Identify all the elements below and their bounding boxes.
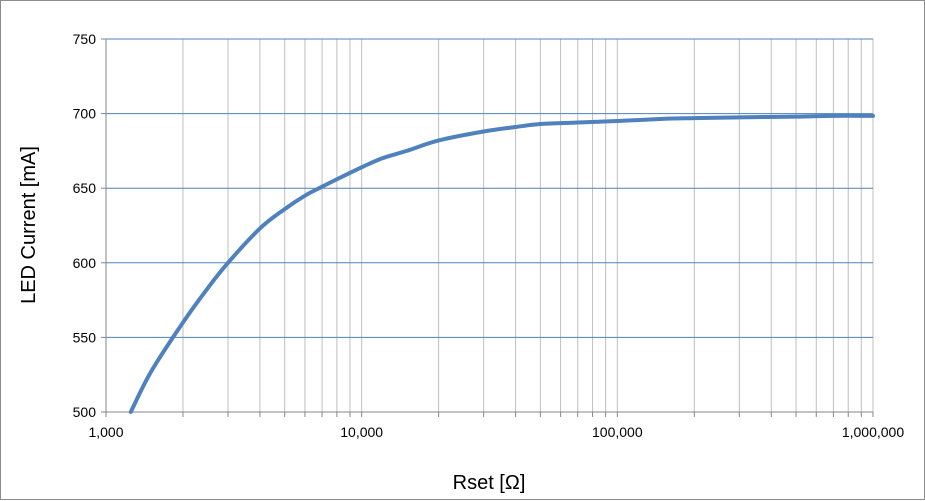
x-tick-label: 100,000: [592, 424, 643, 440]
label-layer: 500 550 600 650 700 750 1,000 10,000 100,000 1,00…: [73, 31, 905, 440]
axis-layer: [101, 38, 874, 417]
series-line-0: [128, 113, 875, 414]
y-tick-label: 550: [73, 329, 97, 345]
x-tick-label: 1,000,000: [842, 424, 904, 440]
y-axis-title: LED Current [mA]: [18, 146, 40, 304]
series-layer: [128, 113, 875, 414]
x-tick-label: 1,000: [88, 424, 123, 440]
x-axis-title: Rset [Ω]: [453, 472, 526, 494]
x-tick-label: 10,000: [340, 424, 383, 440]
grid-layer: [105, 38, 874, 413]
y-tick-label: 750: [73, 31, 97, 47]
y-tick-label: 700: [73, 106, 97, 122]
y-tick-label: 650: [73, 180, 97, 196]
y-tick-label: 500: [73, 404, 97, 420]
y-tick-label: 600: [73, 255, 97, 271]
